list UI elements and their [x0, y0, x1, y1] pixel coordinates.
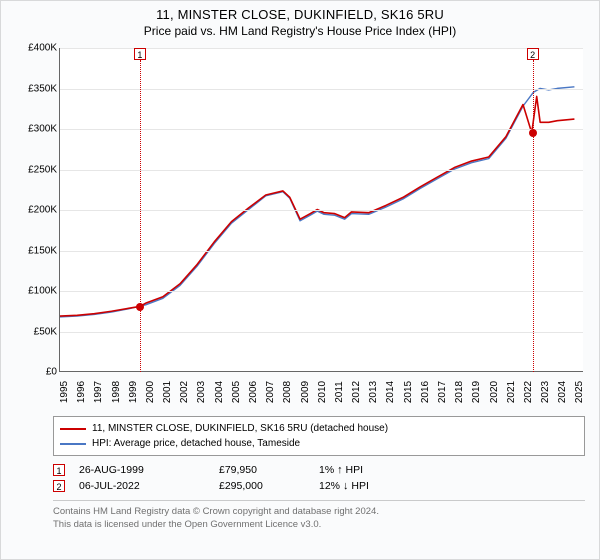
titles: 11, MINSTER CLOSE, DUKINFIELD, SK16 5RU …: [1, 1, 599, 38]
gridline: [60, 251, 583, 252]
sales-row: 2 06-JUL-2022£295,00012% ↓ HPI: [53, 478, 585, 494]
legend-label: 11, MINSTER CLOSE, DUKINFIELD, SK16 5RU …: [92, 421, 388, 436]
sale-marker-box: 1: [134, 48, 146, 60]
gridline: [60, 332, 583, 333]
sale-marker-box: 2: [527, 48, 539, 60]
y-tick-label: £400K: [11, 43, 57, 54]
legend-row: HPI: Average price, detached house, Tame…: [60, 436, 578, 451]
legend-label: HPI: Average price, detached house, Tame…: [92, 436, 300, 451]
gridline: [60, 89, 583, 90]
sales-row-delta: 12% ↓ HPI: [319, 480, 439, 492]
sales-table: 1 26-AUG-1999£79,9501% ↑ HPI 2 06-JUL-2022£…: [53, 462, 585, 494]
legend-box: 11, MINSTER CLOSE, DUKINFIELD, SK16 5RU …: [53, 416, 585, 456]
legend-row: 11, MINSTER CLOSE, DUKINFIELD, SK16 5RU …: [60, 421, 578, 436]
plot-area: 12: [59, 48, 583, 372]
sales-row-date: 26-AUG-1999: [79, 464, 219, 476]
y-tick-label: £200K: [11, 205, 57, 216]
y-tick-label: £300K: [11, 124, 57, 135]
footer-attribution: Contains HM Land Registry data © Crown c…: [53, 505, 585, 531]
sales-row: 1 26-AUG-1999£79,9501% ↑ HPI: [53, 462, 585, 478]
y-tick-label: £0: [11, 367, 57, 378]
legend-swatch: [60, 443, 86, 445]
sales-row-date: 06-JUL-2022: [79, 480, 219, 492]
legend-swatch: [60, 428, 86, 430]
chart-container: 11, MINSTER CLOSE, DUKINFIELD, SK16 5RU …: [0, 0, 600, 560]
footer-line-2: This data is licensed under the Open Gov…: [53, 518, 585, 531]
legend-and-sales: 11, MINSTER CLOSE, DUKINFIELD, SK16 5RU …: [53, 416, 585, 531]
y-tick-label: £150K: [11, 245, 57, 256]
sales-row-delta: 1% ↑ HPI: [319, 464, 439, 476]
gridline: [60, 129, 583, 130]
y-tick-label: £50K: [11, 326, 57, 337]
sales-row-marker: 2: [53, 480, 65, 492]
sales-row-marker: 1: [53, 464, 65, 476]
chart-title: 11, MINSTER CLOSE, DUKINFIELD, SK16 5RU: [1, 7, 599, 22]
sales-row-price: £79,950: [219, 464, 319, 476]
sale-marker-dot: [136, 303, 144, 311]
series-hpi: [60, 87, 574, 317]
chart-area: £0 £50K £100K £150K £200K £250K £300K £350K £400…: [11, 44, 589, 412]
sale-marker-line: [533, 60, 534, 372]
x-tick-label: 2025: [574, 372, 594, 412]
sale-marker-line: [140, 60, 141, 372]
y-tick-label: £350K: [11, 83, 57, 94]
y-tick-label: £100K: [11, 286, 57, 297]
sale-marker-dot: [529, 129, 537, 137]
chart-subtitle: Price paid vs. HM Land Registry's House …: [1, 24, 599, 38]
y-tick-label: £250K: [11, 164, 57, 175]
sales-row-price: £295,000: [219, 480, 319, 492]
separator: [53, 500, 585, 501]
footer-line-1: Contains HM Land Registry data © Crown c…: [53, 505, 585, 518]
gridline: [60, 291, 583, 292]
gridline: [60, 170, 583, 171]
gridline: [60, 210, 583, 211]
